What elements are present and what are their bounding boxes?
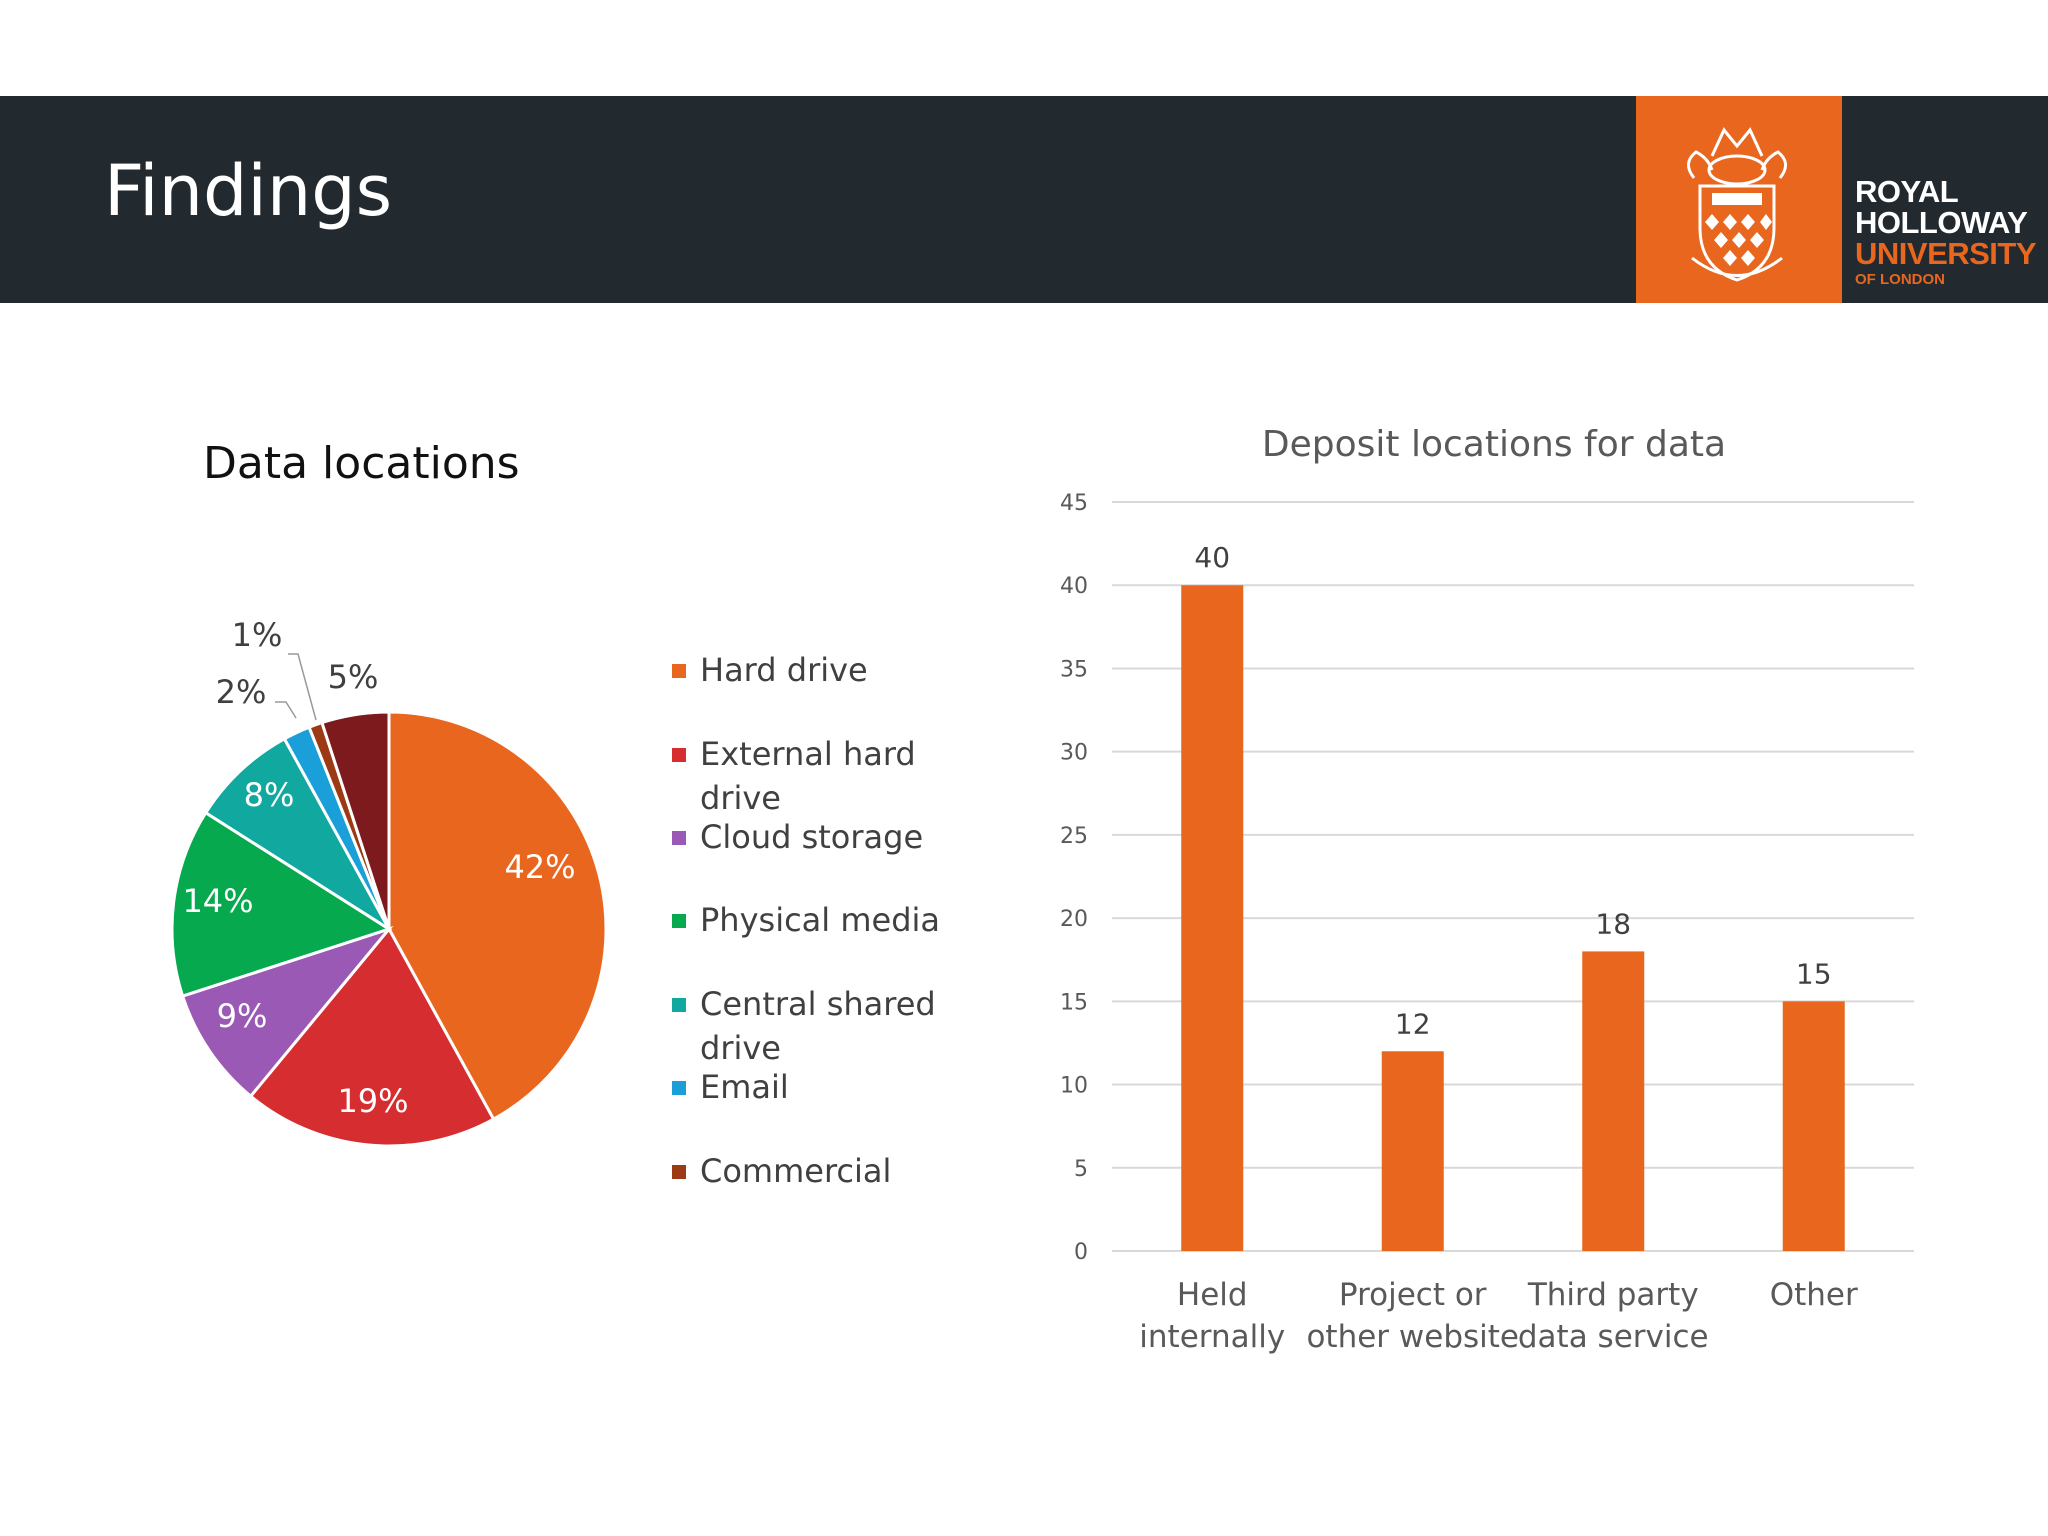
bar-data-label: 40 (1194, 541, 1230, 574)
pie-leader-line (288, 653, 317, 721)
y-tick-label: 35 (1060, 657, 1088, 682)
x-tick-label: data service (1518, 1319, 1709, 1355)
pie-leader-line (275, 701, 297, 719)
slide-title: Findings (104, 150, 393, 232)
legend-label: Commercial (700, 1152, 892, 1190)
legend-label: External hard drive (700, 735, 916, 817)
y-tick-label: 30 (1060, 741, 1088, 766)
legend-swatch (672, 1081, 686, 1095)
legend-label: Cloud storage (700, 818, 924, 856)
crest-icon (1687, 127, 1787, 282)
logo-wordmark: ROYAL HOLLOWAY UNIVERSITY OF LONDON (1855, 176, 2045, 287)
x-tick-label: Third party (1527, 1277, 1699, 1313)
legend-swatch (672, 831, 686, 845)
pie-data-label: 42% (504, 848, 575, 886)
pie-slice (180, 925, 394, 1099)
bar (1782, 1001, 1845, 1251)
legend-label: Email (700, 1068, 789, 1106)
bar (1181, 585, 1244, 1251)
bar (1381, 1051, 1444, 1251)
y-tick-label: 25 (1060, 824, 1088, 849)
pie-slice (170, 810, 393, 998)
y-tick-label: 15 (1060, 990, 1088, 1015)
logo-line-university: UNIVERSITY (1855, 236, 2037, 271)
pie-data-label: 1% (232, 616, 283, 654)
legend-label: Central shared drive (700, 985, 936, 1067)
pie-data-label: 8% (244, 776, 295, 814)
pie-slice (320, 710, 391, 930)
legend-swatch (672, 998, 686, 1012)
x-tick-label: Held (1177, 1277, 1248, 1313)
y-tick-label: 40 (1060, 574, 1088, 599)
legend-swatch (672, 748, 686, 762)
pie-data-label: 19% (337, 1082, 408, 1120)
bar-chart-title: Deposit locations for data (1262, 424, 1726, 465)
pie-slice (203, 736, 391, 931)
pie-data-label: 14% (182, 882, 253, 920)
x-tick-label: Project or (1339, 1277, 1487, 1313)
bar-data-label: 15 (1796, 957, 1832, 990)
x-tick-label: Other (1770, 1277, 1858, 1313)
y-tick-label: 0 (1074, 1240, 1088, 1265)
y-tick-label: 45 (1060, 491, 1088, 516)
pie-data-label: 2% (216, 673, 267, 711)
pie-slice (248, 926, 496, 1148)
bar (1582, 951, 1645, 1251)
legend-swatch (672, 1165, 686, 1179)
legend-label: Physical media (700, 901, 941, 939)
y-tick-label: 10 (1060, 1074, 1088, 1099)
bar-data-label: 18 (1595, 907, 1631, 940)
logo-line-holloway: HOLLOWAY (1855, 205, 2028, 240)
pie-chart-title: Data locations (203, 438, 520, 489)
x-tick-label: other website (1306, 1319, 1519, 1355)
y-tick-label: 5 (1074, 1157, 1088, 1182)
logo-line-royal: ROYAL (1855, 174, 1959, 209)
logo-crest-background (1636, 96, 1842, 303)
pie-data-label: 5% (328, 658, 379, 696)
y-tick-label: 20 (1060, 907, 1088, 932)
logo-line-of-london: OF LONDON (1855, 271, 1945, 288)
header-bar: Findings (0, 96, 2048, 303)
pie-data-label: 9% (217, 997, 268, 1035)
legend-swatch (672, 664, 686, 678)
bar-data-label: 12 (1395, 1007, 1431, 1040)
legend-swatch (672, 914, 686, 928)
legend-label: Hard drive (700, 651, 868, 689)
x-tick-label: internally (1139, 1319, 1285, 1355)
pie-slice (387, 710, 608, 1122)
university-logo: ROYAL HOLLOWAY UNIVERSITY OF LONDON (1636, 96, 2048, 303)
